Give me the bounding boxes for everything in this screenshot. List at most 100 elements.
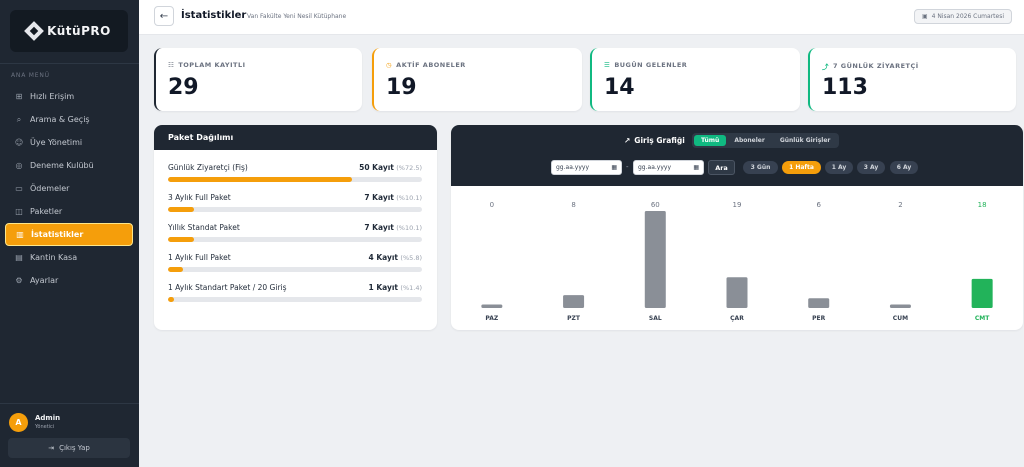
arrow-left-icon: ← [159,10,169,22]
end-date-placeholder: gg.aa.yyyy [638,164,671,171]
date-badge: ▣ 4 Nisan 2026 Cumartesi [913,9,1012,24]
tab-2[interactable]: Günlük Girişler [779,137,831,144]
calendar-icon: ▦ [611,164,617,171]
sidebar-item-label: Arama & Geçiş [30,115,90,124]
sidebar-item-4[interactable]: ▭ Ödemeler [5,177,133,200]
register-icon: ▤ [15,253,23,262]
package-progress-track [168,297,422,302]
stat-value: 29 [168,75,199,100]
stat-card: ☰ BUGÜN GELENLER 14 [590,48,800,111]
bar-CUM [889,304,911,308]
sidebar-item-label: Hızlı Erişim [30,92,75,101]
stat-value: 14 [604,75,635,100]
sidebar-item-1[interactable]: ⌕ Arama & Geçiş [5,108,133,131]
package-count-wrap: 7 Kayıt (%10.1) [364,193,422,203]
back-button[interactable]: ← [154,6,174,26]
sidebar-item-8[interactable]: ⚙ Ayarlar [5,269,133,292]
trend-icon: ⤴ [822,63,829,71]
list-icon: ☰ [604,61,611,69]
bar-category-label: PER [812,315,825,322]
package-progress-fill [168,297,175,302]
start-date-placeholder: gg.aa.yyyy [556,164,589,171]
bar-value-label: 8 [571,201,575,209]
bar-category-label: PAZ [485,315,498,322]
page-title: İstatistikler [181,10,247,21]
users-icon: ☺ [14,138,24,147]
users-icon: ☷ [168,61,175,69]
range-chip-4[interactable]: 6 Ay [890,161,918,174]
stat-card: ◷ AKTİF ABONELER 19 [372,48,582,111]
package-count-wrap: 1 Kayıt (%1.4) [368,283,422,293]
package-progress-fill [168,177,353,182]
package-progress-fill [168,267,183,272]
sidebar-item-5[interactable]: ◫ Paketler [5,200,133,223]
grid-icon: ⊞ [15,92,23,101]
menu-section-title: ANA MENÜ [11,72,50,79]
sidebar-item-label: İstatistikler [31,230,84,239]
avatar[interactable]: A [9,413,28,432]
stat-label-text: BUGÜN GELENLER [614,61,688,69]
entry-chart-panel: ↗ Giriş Grafiği Tümü Aboneler Günlük Giriş… [451,125,1023,330]
bar-category-label: ÇAR [730,315,744,322]
stat-value: 19 [386,75,417,100]
package-progress-track [168,177,422,182]
stat-label-text: 7 GÜNLÜK ZİYARETÇİ [833,62,919,70]
package-list: Günlük Ziyaretçi (Fiş) 50 Kayıt (%72.5) 3 … [168,163,422,313]
box-icon: ◫ [15,207,23,216]
package-panel-title: Paket Dağılımı [154,125,437,150]
stat-card: ⤴ 7 GÜNLÜK ZİYARETÇİ 113 [808,48,1016,111]
bar-category-label: CUM [893,315,908,322]
bar-category-label: CMT [975,315,990,322]
package-count-wrap: 4 Kayıt (%5.8) [368,253,422,263]
sidebar-item-3[interactable]: ◎ Deneme Kulübü [5,154,133,177]
package-distribution-panel: Paket Dağılımı Günlük Ziyaretçi (Fiş) 50 … [154,125,437,330]
logo[interactable]: KütüPRO [10,10,128,52]
range-chip-3[interactable]: 3 Ay [857,161,885,174]
package-row: Günlük Ziyaretçi (Fiş) 50 Kayıt (%72.5) [168,163,422,193]
stat-label: ◷ AKTİF ABONELER [386,61,466,69]
package-count: 7 Kayıt [364,193,394,202]
bar-value-label: 18 [978,201,987,209]
sidebar-item-6[interactable]: ▥ İstatistikler [5,223,133,246]
logout-button[interactable]: ⇥ Çıkış Yap [8,438,130,458]
package-progress-track [168,267,422,272]
calendar-icon: ▦ [693,164,699,171]
sidebar-item-7[interactable]: ▤ Kantin Kasa [5,246,133,269]
chart-tabs: Tümü Aboneler Günlük Girişler [692,133,840,148]
stat-label: ☰ BUGÜN GELENLER [604,61,687,69]
sidebar-divider [0,63,139,64]
sidebar-item-2[interactable]: ☺ Üye Yönetimi [5,131,133,154]
bar-value-label: 60 [651,201,660,209]
sidebar: KütüPRO ANA MENÜ ⊞ Hızlı Erişim ⌕ Arama & G… [0,0,139,467]
gear-icon: ⚙ [15,276,23,285]
package-count: 7 Kayıt [364,223,394,232]
sidebar-item-label: Ödemeler [30,184,70,193]
end-date-input[interactable]: gg.aa.yyyy ▦ [633,160,704,175]
range-chip-0[interactable]: 3 Gün [743,161,778,174]
package-percent: (%1.4) [400,284,422,292]
bar-ÇAR [726,277,748,308]
package-progress-track [168,207,422,212]
range-chip-2[interactable]: 1 Ay [825,161,853,174]
chart-title: ↗ Giriş Grafiği [624,136,685,145]
package-row: 1 Aylık Standart Paket / 20 Giriş 1 Kayıt… [168,283,422,313]
stat-value: 113 [822,75,868,100]
start-date-input[interactable]: gg.aa.yyyy ▦ [551,160,622,175]
sidebar-item-0[interactable]: ⊞ Hızlı Erişim [5,85,133,108]
bar-PZT [563,295,585,308]
search-button[interactable]: Ara [708,160,735,175]
calendar-icon: ▣ [921,13,928,20]
package-row: Yıllık Standat Paket 7 Kayıt (%10.1) [168,223,422,253]
sidebar-item-label: Kantin Kasa [30,253,78,262]
package-row: 3 Aylık Full Paket 7 Kayıt (%10.1) [168,193,422,223]
stat-label-text: AKTİF ABONELER [396,61,466,69]
search-icon: ⌕ [16,114,22,124]
bar-chart: 0 PAZ 8 PZT 60 SAL 19 ÇAR 6 PER 2 CUM 18 CMT [481,201,993,322]
clock-icon: ◷ [386,61,393,69]
tab-0[interactable]: Tümü [694,135,727,146]
package-name: Yıllık Standat Paket [168,223,240,232]
package-progress-track [168,237,422,242]
tab-1[interactable]: Aboneler [734,137,765,144]
package-name: 3 Aylık Full Paket [168,193,231,202]
range-chip-1[interactable]: 1 Hafta [782,161,821,174]
